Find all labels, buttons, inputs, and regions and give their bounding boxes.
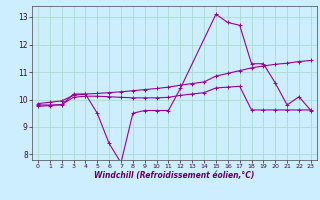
X-axis label: Windchill (Refroidissement éolien,°C): Windchill (Refroidissement éolien,°C) bbox=[94, 171, 255, 180]
